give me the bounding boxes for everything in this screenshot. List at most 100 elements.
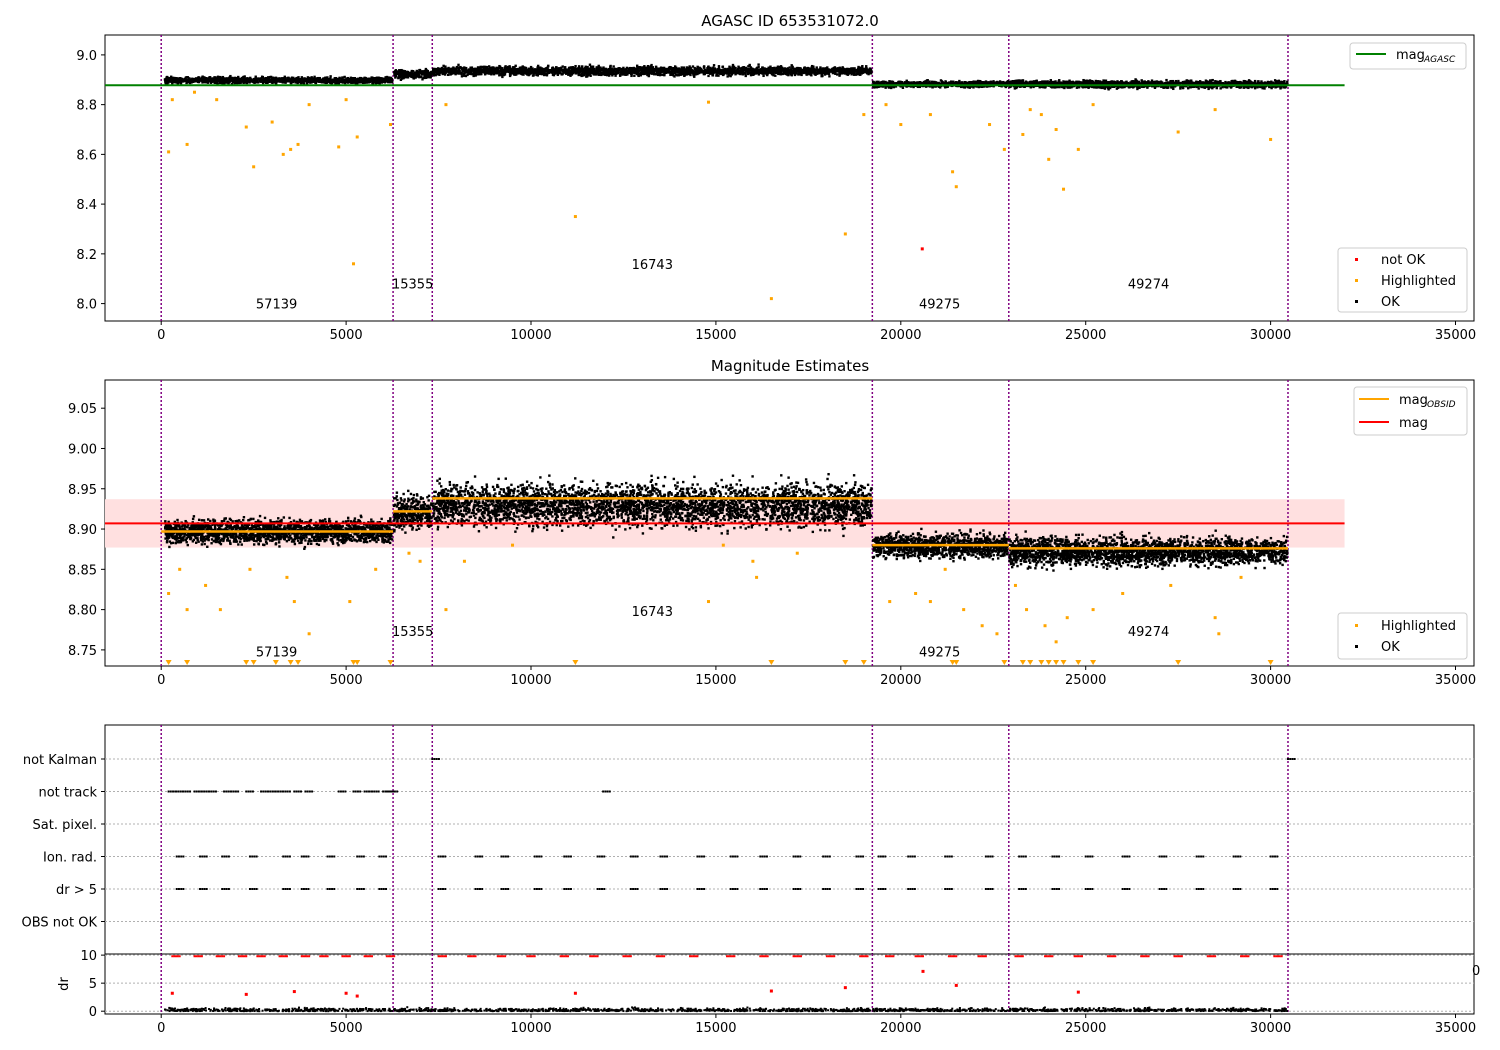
ok-point [731, 68, 734, 71]
ok-point [727, 74, 731, 77]
ok-point [555, 66, 558, 69]
ok-point [243, 75, 246, 78]
ok-point [546, 72, 549, 75]
ok-point [351, 78, 354, 81]
ok-point [368, 80, 372, 84]
ok-point [793, 73, 797, 77]
ok-point [783, 67, 787, 70]
ok-point [598, 69, 601, 72]
ok-point [1000, 85, 1003, 88]
ok-point [783, 69, 787, 72]
ok-point [976, 79, 980, 83]
ok-point [382, 79, 385, 82]
ok-point [840, 69, 843, 73]
ok-point [822, 70, 826, 73]
ok-point [455, 65, 459, 69]
ok-point [857, 70, 861, 73]
ok-point [360, 79, 363, 82]
ok-point [377, 77, 380, 81]
ok-point [361, 77, 364, 81]
ok-point [676, 69, 679, 73]
ok-point [499, 65, 502, 69]
ok-point [217, 79, 221, 83]
ok-point [384, 77, 387, 81]
ok-point [785, 69, 788, 72]
ok-point [387, 79, 390, 82]
ok-point [269, 75, 272, 79]
ok-point [816, 69, 819, 72]
ok-point [329, 81, 332, 85]
ok-point [277, 78, 281, 82]
ok-point [858, 68, 862, 71]
ok-point [731, 69, 735, 72]
ok-point [518, 72, 521, 75]
ok-point [419, 75, 423, 79]
ok-point [513, 66, 516, 69]
ok-point [444, 67, 448, 71]
ok-point [878, 82, 882, 86]
ok-point [924, 81, 927, 84]
ok-point [842, 69, 845, 72]
ok-point [702, 65, 706, 68]
ok-point [190, 80, 193, 83]
ok-point [542, 69, 546, 72]
ok-point [701, 69, 704, 72]
ok-point [584, 69, 588, 72]
ok-point [263, 79, 267, 82]
ok-point [424, 67, 428, 71]
ok-point [188, 81, 192, 85]
ok-point [268, 79, 272, 82]
ok-point [642, 71, 645, 74]
ok-point [703, 68, 707, 72]
ok-point [953, 82, 956, 85]
ok-point [713, 67, 716, 70]
ok-point [524, 68, 527, 72]
ok-point [266, 81, 269, 85]
ok-point [448, 70, 451, 73]
ok-point [390, 78, 393, 82]
ok-point [362, 81, 365, 85]
ok-point [400, 68, 403, 72]
ok-point [524, 70, 527, 73]
ok-point [242, 81, 245, 85]
ok-point [866, 71, 869, 75]
ok-point [547, 64, 550, 68]
ok-point [998, 80, 1002, 83]
ok-point [708, 70, 712, 74]
ok-point [703, 66, 706, 69]
ok-point [746, 69, 749, 72]
ok-point [578, 69, 582, 72]
ok-point [914, 81, 918, 85]
ok-point [509, 71, 513, 74]
ok-point [792, 69, 796, 72]
ok-point [312, 79, 315, 83]
ok-point [744, 74, 747, 78]
ok-point [718, 72, 722, 75]
ok-point [243, 80, 246, 83]
ok-point [909, 82, 912, 85]
ok-point [797, 66, 800, 70]
ok-point [601, 68, 604, 72]
ok-point [612, 69, 616, 73]
ok-point [853, 69, 857, 72]
ok-point [438, 67, 441, 71]
ok-point [834, 70, 837, 74]
ok-point [321, 80, 324, 84]
ok-point [644, 66, 647, 69]
ok-point [720, 72, 723, 76]
ok-point [338, 79, 342, 83]
ok-point [585, 75, 589, 78]
ok-point [470, 66, 474, 69]
ok-point [553, 71, 557, 75]
ok-point [944, 80, 947, 83]
ok-point [264, 81, 268, 84]
ok-point [576, 68, 579, 71]
ok-point [805, 72, 809, 75]
ok-point [703, 69, 706, 73]
ok-point [838, 72, 841, 76]
ok-point [327, 79, 330, 82]
ok-point [732, 65, 735, 69]
ok-point [877, 80, 880, 84]
ok-point [911, 82, 914, 86]
ok-point [960, 81, 964, 84]
